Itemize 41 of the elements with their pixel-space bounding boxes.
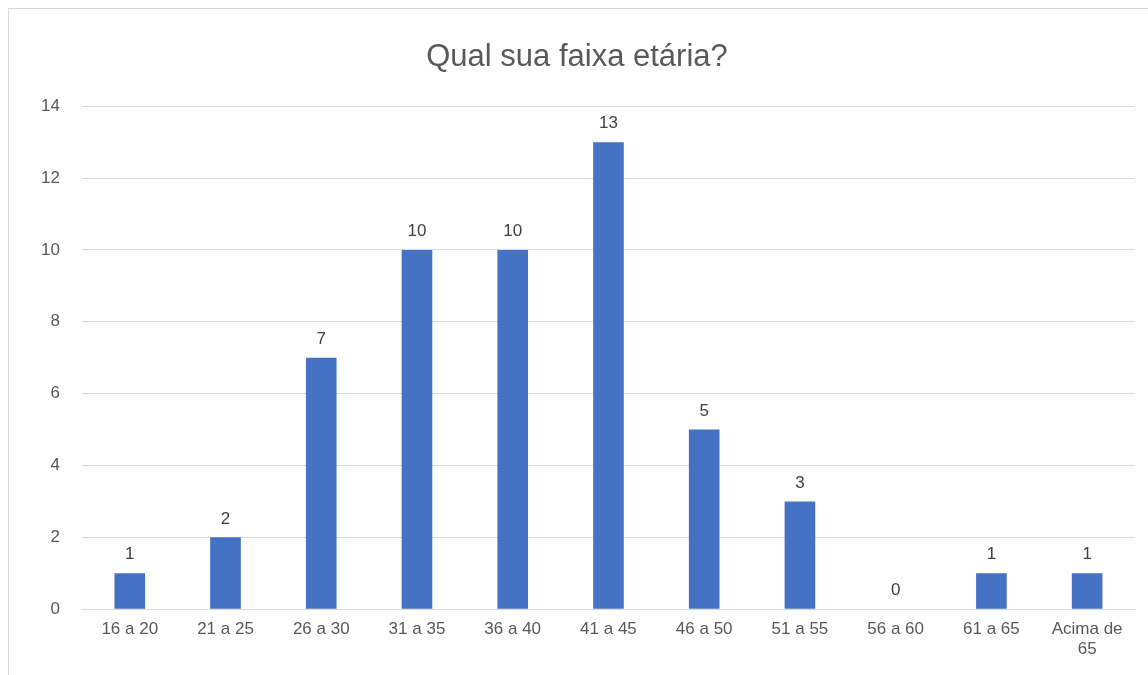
y-tick-label: 8: [50, 311, 60, 331]
y-tick-label: 10: [40, 239, 60, 259]
y-tick-label: 12: [40, 167, 60, 187]
x-tick-label: 46 a 50: [675, 619, 733, 639]
x-tick-label: 56 a 60: [867, 619, 925, 639]
bar: [497, 249, 529, 609]
bar: [976, 573, 1007, 609]
data-label: 1: [125, 544, 135, 564]
x-tick-label: 61 a 65: [963, 619, 1020, 639]
bar: [593, 142, 624, 609]
bar: [305, 357, 337, 609]
x-tick-label: 16 a 20: [101, 619, 159, 639]
x-tick-label: 51 a 55: [771, 619, 829, 639]
bar: [114, 573, 146, 609]
y-tick-label: 0: [50, 598, 60, 618]
data-label: 0: [890, 580, 901, 600]
x-tick-label: 26 a 30: [292, 619, 350, 639]
data-label: 7: [316, 328, 326, 348]
bar: [688, 429, 720, 609]
data-label: 10: [503, 221, 523, 241]
bar: [784, 501, 816, 609]
x-tick-label: 41 a 45: [580, 619, 637, 639]
bar: [401, 249, 433, 609]
data-label: 5: [699, 400, 709, 420]
y-tick-label: 2: [50, 527, 60, 547]
data-label: 1: [1082, 544, 1092, 564]
data-label: 10: [407, 221, 427, 241]
data-label: 2: [220, 508, 231, 528]
data-label: 3: [795, 472, 805, 492]
y-tick-label: 4: [50, 455, 60, 475]
y-tick-label: 6: [50, 383, 60, 403]
y-tick-label: 14: [40, 95, 60, 115]
bar: [1071, 573, 1103, 609]
x-tick-label: 36 a 40: [484, 619, 542, 639]
data-label: 13: [598, 113, 618, 133]
bar: [210, 537, 241, 609]
data-label: 1: [986, 544, 997, 564]
x-tick-label: 31 a 35: [388, 619, 446, 639]
x-tick-label: 21 a 25: [197, 619, 254, 639]
chart-title: Qual sua faixa etária?: [426, 38, 728, 74]
x-tick-label: Acima de 65: [1051, 619, 1123, 659]
